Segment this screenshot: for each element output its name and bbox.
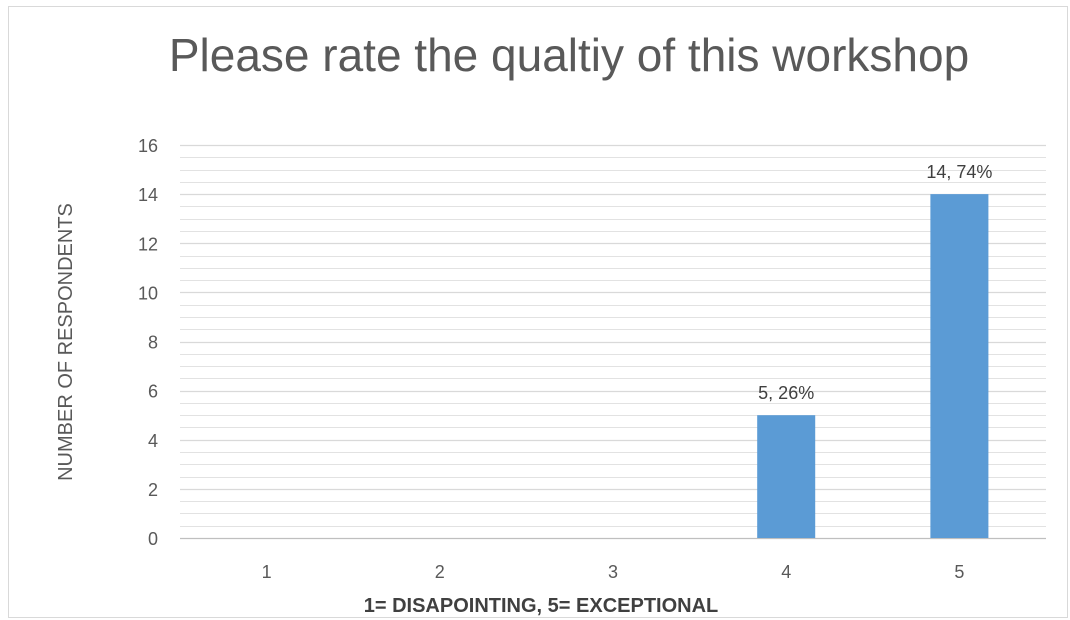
y-tick-label: 2 bbox=[148, 480, 158, 500]
x-tick-label: 1 bbox=[262, 562, 272, 582]
y-tick-label: 0 bbox=[148, 529, 158, 549]
y-tick-labels: 0 2 4 6 8 10 12 14 16 bbox=[138, 136, 158, 549]
bar bbox=[930, 194, 989, 538]
y-tick-label: 6 bbox=[148, 382, 158, 402]
data-label: 5, 26% bbox=[758, 383, 814, 403]
x-tick-label: 5 bbox=[954, 562, 964, 582]
y-tick-label: 10 bbox=[138, 283, 158, 303]
y-tick-label: 16 bbox=[138, 136, 158, 156]
x-tick-label: 4 bbox=[781, 562, 791, 582]
data-label: 14, 74% bbox=[926, 162, 992, 182]
gridlines bbox=[180, 144, 1046, 540]
y-tick-label: 12 bbox=[138, 234, 158, 254]
y-tick-label: 8 bbox=[148, 333, 158, 353]
chart-title: Please rate the qualtiy of this workshop bbox=[168, 29, 970, 81]
bars bbox=[757, 194, 989, 538]
chart-frame bbox=[8, 6, 1068, 618]
x-tick-labels: 1 2 3 4 5 bbox=[262, 562, 965, 582]
y-tick-label: 4 bbox=[148, 431, 158, 451]
y-axis-title: NUMBER OF RESPONDENTS bbox=[55, 203, 77, 481]
x-axis-title: 1= DISAPOINTING, 5= EXCEPTIONAL bbox=[364, 595, 719, 617]
y-tick-label: 14 bbox=[138, 185, 158, 205]
data-labels: 5, 26% 14, 74% bbox=[758, 162, 992, 403]
x-tick-label: 2 bbox=[435, 562, 445, 582]
x-tick-label: 3 bbox=[608, 562, 618, 582]
bar bbox=[757, 415, 816, 538]
